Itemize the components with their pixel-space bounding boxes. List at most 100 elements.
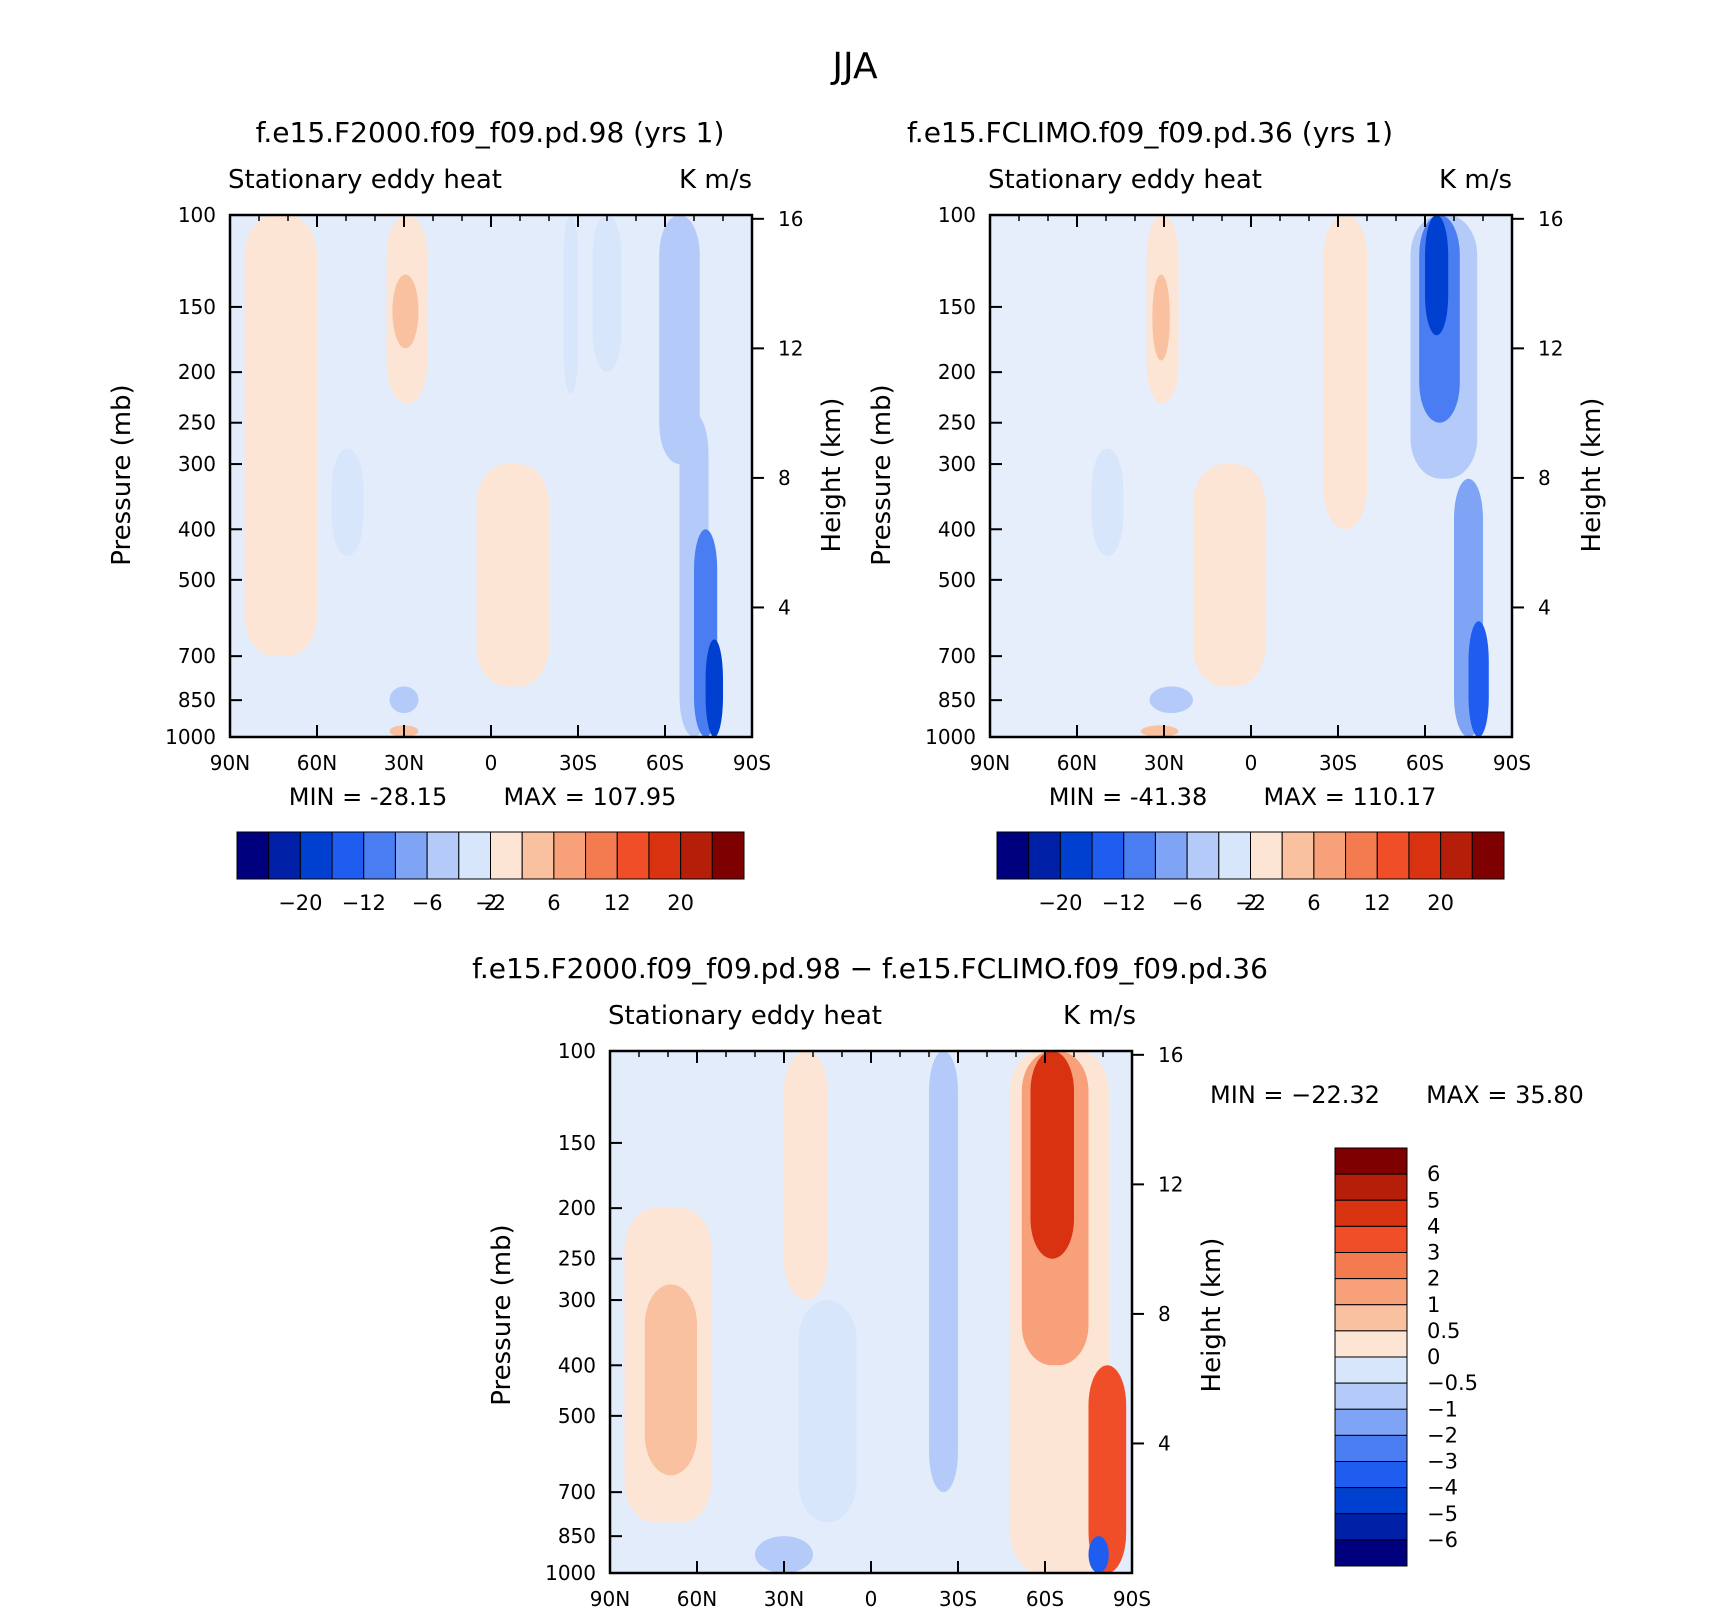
- panel1-ylabel2: Height (km): [817, 398, 847, 553]
- panel2-max-label: MAX = 110.17: [1264, 783, 1437, 811]
- colorbar-swatch: [1334, 1173, 1408, 1201]
- colorbar-swatch: [585, 831, 618, 880]
- colorbar-swatch: [1028, 831, 1061, 880]
- x-tick-label: 30S: [559, 751, 597, 775]
- colorbar-swatch: [331, 831, 365, 880]
- y-tick-label: 500: [938, 568, 976, 592]
- colorbar-swatch: [458, 831, 491, 880]
- height-tick-label: 12: [1158, 1172, 1183, 1196]
- field-region: [592, 215, 622, 373]
- panel1-right-label: K m/s: [679, 165, 752, 195]
- y-tick-label: 300: [178, 452, 216, 476]
- colorbar-swatch: [490, 831, 523, 880]
- height-tick-label: 8: [1538, 466, 1551, 490]
- colorbar-label: −6: [1427, 1528, 1458, 1552]
- field-region: [1088, 1365, 1127, 1573]
- height-tick-label: 16: [778, 207, 803, 231]
- colorbar-label: −2: [475, 891, 506, 915]
- height-tick-label: 16: [1158, 1043, 1183, 1067]
- colorbar-swatch: [1091, 831, 1125, 880]
- x-tick-label: 60N: [677, 1587, 717, 1611]
- field-region: [563, 215, 578, 394]
- field-region: [244, 215, 317, 657]
- y-tick-label: 250: [938, 411, 976, 435]
- colorbar-label: 20: [1427, 891, 1454, 915]
- panel1-min-label: MIN = -28.15: [289, 783, 447, 811]
- colorbar-label: −12: [342, 891, 386, 915]
- y-tick-label: 100: [178, 203, 216, 227]
- field-region: [331, 448, 364, 556]
- field-region: [705, 639, 723, 737]
- field-region: [798, 1300, 857, 1523]
- x-tick-label: 60N: [1057, 751, 1097, 775]
- field-region: [1425, 215, 1449, 336]
- panel2-plot: 90N 60N 30N 0 30S 60S 90S 100 150 200 250 300 400 500…: [925, 203, 1563, 775]
- y-tick-label: 400: [938, 517, 976, 541]
- y-tick-label: 150: [178, 295, 216, 319]
- colorbar-label: −20: [1038, 891, 1082, 915]
- x-tick-label: 30S: [939, 1587, 977, 1611]
- colorbar-swatch: [1123, 831, 1156, 880]
- colorbar-label: 6: [1427, 1162, 1440, 1186]
- colorbar-swatch: [1334, 1408, 1408, 1436]
- height-tick-label: 4: [1538, 595, 1551, 619]
- x-tick-label: 90S: [733, 751, 771, 775]
- height-tick-label: 12: [778, 336, 803, 360]
- y-tick-label: 200: [178, 360, 216, 384]
- colorbar-label: 6: [547, 891, 560, 915]
- colorbar-swatch: [236, 831, 270, 880]
- y-tick-label: 300: [558, 1288, 596, 1312]
- panel2-left-label: Stationary eddy heat: [988, 165, 1262, 195]
- colorbar-label: −4: [1427, 1476, 1458, 1500]
- colorbar-swatch: [1440, 831, 1473, 880]
- panel3-plot: 90N 60N 30N 0 30S 60S 90S 100 150 200 250 300 400 500…: [545, 1039, 1183, 1611]
- colorbar-swatch: [394, 831, 428, 880]
- field-region: [929, 1051, 958, 1493]
- x-tick-label: 90N: [210, 751, 250, 775]
- colorbar-swatch: [1334, 1539, 1408, 1567]
- y-tick-label: 100: [558, 1039, 596, 1063]
- field-region: [755, 1536, 813, 1573]
- y-tick-label: 200: [558, 1196, 596, 1220]
- x-tick-label: 0: [865, 1587, 878, 1611]
- colorbar-swatch: [1334, 1513, 1408, 1541]
- y-tick-label: 250: [558, 1247, 596, 1271]
- colorbar-swatch: [996, 831, 1030, 880]
- colorbar-swatch: [1250, 831, 1283, 880]
- field-region: [1152, 274, 1170, 361]
- colorbar-swatch: [1334, 1252, 1408, 1280]
- field-region: [1088, 1536, 1109, 1573]
- colorbar-label: 0.5: [1427, 1319, 1460, 1343]
- height-tick-label: 4: [1158, 1431, 1171, 1455]
- colorbar-swatch: [1334, 1278, 1408, 1306]
- field-region: [476, 464, 549, 687]
- colorbar-label: 1: [1427, 1293, 1440, 1317]
- colorbar-label: −3: [1427, 1450, 1458, 1474]
- colorbar-label: −1: [1427, 1397, 1458, 1421]
- colorbar-label: 5: [1427, 1188, 1440, 1212]
- figure-title: JJA: [830, 46, 878, 87]
- colorbar-label: 4: [1427, 1214, 1440, 1238]
- colorbar-swatch: [521, 831, 555, 880]
- colorbar-swatch: [1334, 1225, 1408, 1253]
- x-tick-label: 0: [1245, 751, 1258, 775]
- y-tick-label: 1000: [545, 1561, 596, 1585]
- panel2-ylabel: Pressure (mb): [867, 384, 897, 565]
- y-tick-label: 200: [938, 360, 976, 384]
- colorbar-swatch: [1334, 1356, 1408, 1384]
- field-region: [1091, 448, 1124, 556]
- panel2-ylabel2: Height (km): [1577, 398, 1607, 553]
- panel3-right-label: K m/s: [1063, 1001, 1136, 1031]
- y-tick-label: 250: [178, 411, 216, 435]
- panel3-left-label: Stationary eddy heat: [608, 1001, 882, 1031]
- y-tick-label: 850: [558, 1524, 596, 1548]
- panel3-ylabel2: Height (km): [1197, 1238, 1227, 1393]
- field-region: [392, 274, 419, 349]
- height-tick-label: 4: [778, 595, 791, 619]
- colorbar-label: 2: [1427, 1267, 1440, 1291]
- colorbar-label: 0: [1427, 1345, 1440, 1369]
- colorbar-swatch: [553, 831, 587, 880]
- colorbar-label: −20: [278, 891, 322, 915]
- colorbar-swatch: [1186, 831, 1220, 880]
